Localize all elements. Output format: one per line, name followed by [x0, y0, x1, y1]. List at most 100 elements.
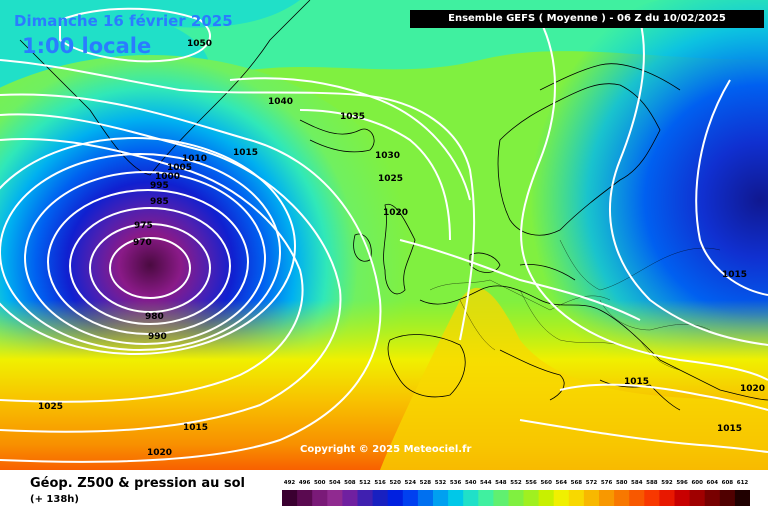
- scale-swatch: [689, 490, 706, 506]
- scale-tick-label: 548: [495, 480, 507, 486]
- scale-tick-label: 584: [631, 480, 643, 486]
- isobar-label-1015-se: 1015: [624, 377, 649, 387]
- isobar-label-1020-e: 1020: [740, 384, 765, 394]
- scale-tick-label: 500: [314, 480, 326, 486]
- isobar-labels: 1050 1040 1035 1030 1025 1020 1015 1010 …: [38, 39, 765, 458]
- run-info-banner: Ensemble GEFS ( Moyenne ) - 06 Z du 10/0…: [410, 10, 764, 28]
- scale-tick-label: 532: [435, 480, 447, 486]
- legend-title: Géop. Z500 & pression au sol: [30, 476, 245, 491]
- isobar-label-1000: 1000: [155, 172, 180, 182]
- isobar-label-1030: 1030: [375, 151, 400, 161]
- scale-swatch: [719, 490, 736, 506]
- scale-swatch: [568, 490, 585, 506]
- isobar-label-1015-far: 1015: [717, 424, 742, 434]
- isobar-label-995: 995: [150, 181, 169, 191]
- legend-subtitle: (+ 138h): [30, 494, 79, 505]
- scale-tick-label: 576: [601, 480, 613, 486]
- scale-tick-label: 564: [556, 480, 568, 486]
- scale-tick-label: 596: [676, 480, 688, 486]
- scale-swatch: [493, 490, 509, 506]
- isobar-label-970: 970: [133, 238, 152, 248]
- isobar-label-1025-sw: 1025: [38, 402, 63, 412]
- isobar-label-975: 975: [134, 221, 153, 231]
- scale-tick-label: 600: [691, 480, 703, 486]
- scale-tick-label: 524: [405, 480, 417, 486]
- scale-tick-label: 556: [525, 480, 537, 486]
- scale-swatch: [734, 490, 750, 506]
- scale-tick-label: 492: [284, 480, 296, 486]
- scale-tick-label: 552: [510, 480, 522, 486]
- isobar-label-1050: 1050: [187, 39, 212, 49]
- scale-swatch: [704, 490, 721, 506]
- scale-tick-label: 592: [661, 480, 673, 486]
- scale-tick-label: 512: [359, 480, 371, 486]
- scale-swatch: [583, 490, 600, 506]
- scale-swatch: [417, 490, 434, 506]
- scale-swatch: [312, 490, 328, 506]
- scale-swatch: [433, 490, 449, 506]
- scale-swatch: [372, 490, 389, 506]
- isobar-label-1040: 1040: [268, 97, 293, 107]
- weather-map: 1050 1040 1035 1030 1025 1020 1015 1010 …: [0, 0, 768, 470]
- scale-swatch: [448, 490, 464, 506]
- isobar-label-1020: 1020: [383, 208, 408, 218]
- forecast-local-time: 1:00 locale: [22, 34, 152, 58]
- isobars: [0, 7, 768, 463]
- legend-area: [0, 470, 280, 512]
- copyright: Copyright © 2025 Meteociel.fr: [300, 444, 472, 455]
- scale-swatch: [674, 490, 691, 506]
- north-band-cyan: [0, 0, 300, 35]
- scale-tick-label: 528: [420, 480, 432, 486]
- scale-swatch: [297, 490, 313, 506]
- scale-tick-label: 560: [540, 480, 552, 486]
- isobar-label-1015-e: 1015: [722, 270, 747, 280]
- color-scale: 492 496 500 504 508 512 516 520 524 528 532 536 540 5…: [282, 480, 750, 506]
- scale-tick-label: 580: [616, 480, 628, 486]
- scale-tick-label: 608: [722, 480, 734, 486]
- isobar-label-1035: 1035: [340, 112, 365, 122]
- isobar-label-1010: 1010: [182, 154, 207, 164]
- scale-tick-label: 544: [480, 480, 492, 486]
- warm-tongue: [380, 287, 768, 470]
- scale-tick-label: 516: [374, 480, 386, 486]
- isobar-label-985: 985: [150, 197, 169, 207]
- scale-tick-label: 496: [299, 480, 311, 486]
- scale-tick-label: 540: [465, 480, 477, 486]
- scale-tick-label: 612: [737, 480, 749, 486]
- forecast-date: Dimanche 16 février 2025: [14, 12, 233, 30]
- scale-swatch: [523, 490, 540, 506]
- east-low: [480, 0, 768, 390]
- scale-swatch: [387, 490, 404, 506]
- isobar-label-980: 980: [145, 312, 164, 322]
- scale-swatch: [282, 490, 298, 506]
- scale-tick-label: 508: [344, 480, 356, 486]
- scale-swatch: [327, 490, 343, 506]
- isobar-label-1005: 1005: [167, 163, 192, 173]
- scale-tick-label: 520: [389, 480, 401, 486]
- scale-tick-label: 568: [571, 480, 583, 486]
- scale-swatch: [508, 490, 525, 506]
- scale-swatch: [402, 490, 419, 506]
- isobar-label-990: 990: [148, 332, 167, 342]
- scale-tick-label: 572: [586, 480, 598, 486]
- scale-tick-label: 604: [707, 480, 719, 486]
- isobar-label-1020-s: 1020: [147, 448, 172, 458]
- scale-swatch: [629, 490, 645, 506]
- scale-tick-label: 588: [646, 480, 658, 486]
- scale-swatch: [463, 490, 479, 506]
- scale-swatch: [342, 490, 358, 506]
- scale-swatch: [538, 490, 555, 506]
- scale-swatch: [644, 490, 660, 506]
- isobar-label-1025: 1025: [378, 174, 403, 184]
- scale-tick-label: 504: [329, 480, 341, 486]
- scale-tick-label: 536: [450, 480, 462, 486]
- scale-swatch: [553, 490, 570, 506]
- scale-swatch: [357, 490, 374, 506]
- scale-swatch: [614, 490, 630, 506]
- scale-swatch: [659, 490, 675, 506]
- isobar-label-1015: 1015: [233, 148, 258, 158]
- isobar-label-1015-s: 1015: [183, 423, 208, 433]
- scale-swatch: [599, 490, 615, 506]
- scale-swatch: [478, 490, 494, 506]
